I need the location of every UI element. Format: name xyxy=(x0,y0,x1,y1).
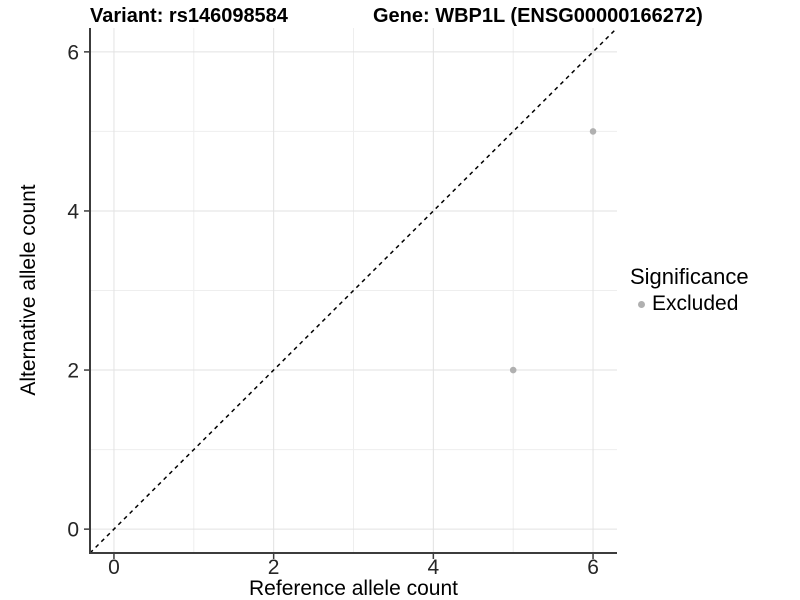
y-axis-title: Alternative allele count xyxy=(17,184,40,396)
x-tick-label: 4 xyxy=(428,556,440,579)
y-tick-label: 6 xyxy=(67,41,79,64)
y-tick-label: 0 xyxy=(67,519,79,542)
x-tick-label: 2 xyxy=(268,556,280,579)
legend-item-label: Excluded xyxy=(652,292,739,315)
y-tick-label: 4 xyxy=(67,200,79,223)
legend-dot-icon xyxy=(638,300,645,308)
legend-title: Significance xyxy=(630,264,749,289)
x-axis-title: Reference allele count xyxy=(249,577,458,600)
legend-item-excluded: Excluded xyxy=(630,292,749,316)
variant-title: Variant: rs146098584 xyxy=(90,5,288,27)
identity-reference-line xyxy=(89,27,618,554)
x-tick-label: 0 xyxy=(108,556,120,579)
data-point xyxy=(589,128,597,135)
legend: Significance Excluded xyxy=(630,265,749,316)
x-tick-label: 6 xyxy=(587,556,599,579)
y-tick-label: 2 xyxy=(67,360,79,383)
gene-title: Gene: WBP1L (ENSG00000166272) xyxy=(373,5,703,27)
data-point xyxy=(509,366,517,374)
plot-title: Variant: rs146098584 Gene: WBP1L (ENSG00… xyxy=(0,5,800,31)
